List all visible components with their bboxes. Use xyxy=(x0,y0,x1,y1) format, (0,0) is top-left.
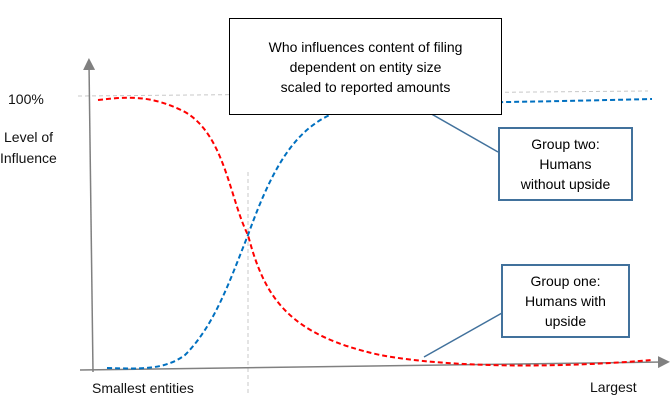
x-axis-label-left: Smallest entities xyxy=(92,380,194,396)
callout-line: Humans with xyxy=(525,293,606,309)
title-line: dependent on entity size xyxy=(289,58,442,75)
y-axis-label-line2: Influence xyxy=(0,150,57,166)
group-one-leader-line xyxy=(423,312,503,358)
y-axis xyxy=(83,58,96,373)
callout-line: upside xyxy=(544,313,587,329)
group-one-callout: Group one: Humans with upside xyxy=(501,264,630,338)
y-axis-label-line1: Level of xyxy=(4,129,54,145)
title-line: scaled to reported amounts xyxy=(280,78,451,95)
group-two-callout: Group two: Humans without upside xyxy=(498,127,633,201)
x-axis-label-right: Largest xyxy=(590,379,637,395)
title-box: Who influences content of filing depende… xyxy=(229,18,502,115)
callout-line: Humans xyxy=(539,156,592,172)
callout-line: without upside xyxy=(520,176,611,192)
group-one-curve xyxy=(97,96,653,367)
x-axis xyxy=(79,356,670,371)
title-line: Who influences content of filing xyxy=(268,38,463,55)
callout-line: Group two: xyxy=(531,136,600,152)
group-two-curve xyxy=(106,98,653,370)
y-tick-100: 100% xyxy=(8,91,44,107)
callout-line: Group one: xyxy=(530,273,601,289)
